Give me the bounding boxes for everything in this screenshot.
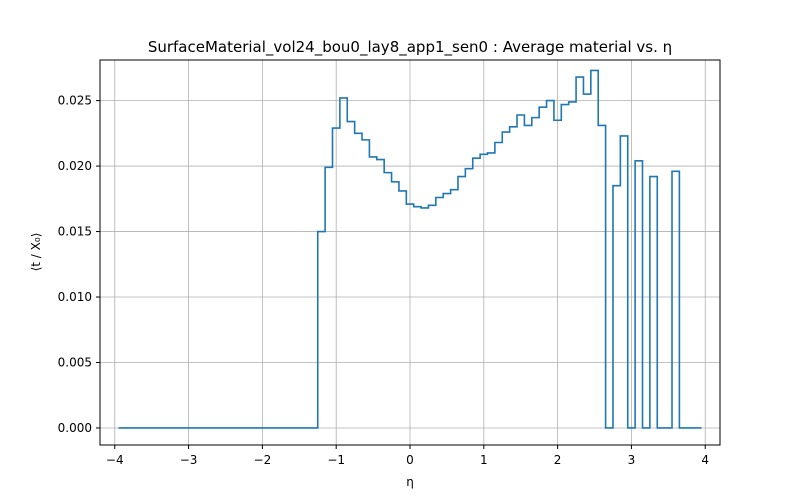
x-gridlines — [114, 60, 706, 445]
x-tick-label: −3 — [180, 453, 198, 467]
chart-title: SurfaceMaterial_vol24_bou0_lay8_app1_sen… — [148, 38, 672, 57]
y-tick-label: 0.020 — [58, 159, 92, 173]
y-tick-label: 0.015 — [58, 225, 92, 239]
y-gridlines — [100, 100, 720, 429]
x-tick-label: −2 — [254, 453, 272, 467]
x-tick-label: 2 — [554, 453, 562, 467]
x-tick-label: 1 — [480, 453, 488, 467]
y-tick-label: 0.010 — [58, 290, 92, 304]
y-tick-label: 0.025 — [58, 94, 92, 108]
y-axis-ticks: 0.000 0.005 0.010 0.015 0.020 0.025 — [58, 94, 100, 435]
x-tick-label: −1 — [327, 453, 345, 467]
x-tick-label: 4 — [701, 453, 709, 467]
x-tick-label: 0 — [406, 453, 414, 467]
series-group — [118, 69, 702, 429]
y-tick-label: 0.000 — [58, 421, 92, 435]
x-tick-label: 3 — [628, 453, 636, 467]
x-axis-label: η — [406, 475, 414, 489]
series-line — [118, 69, 702, 429]
x-axis-ticks: −4 −3 −2 −1 0 1 2 3 4 — [106, 445, 709, 467]
y-axis-label: ⟨t / X₀⟩ — [29, 233, 43, 272]
y-tick-label: 0.005 — [58, 356, 92, 370]
x-tick-label: −4 — [106, 453, 124, 467]
